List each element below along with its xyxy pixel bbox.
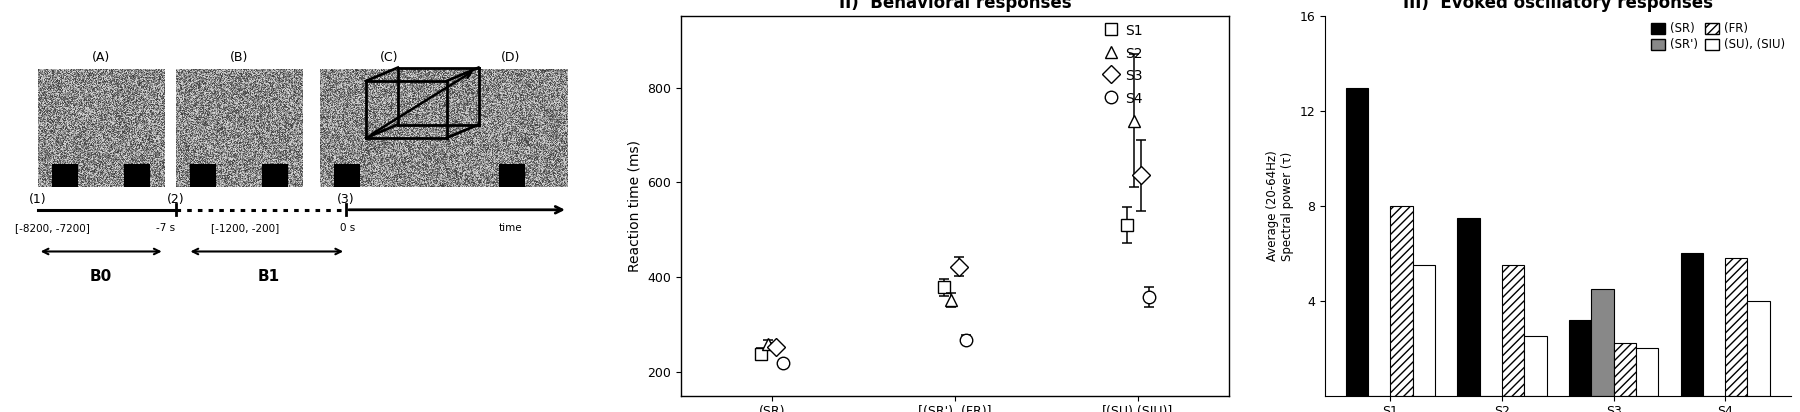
Legend: S1, S2, S3, S4: S1, S2, S3, S4 bbox=[1105, 23, 1143, 105]
Bar bbox=[1413, 265, 1435, 396]
Bar bbox=[263, 164, 288, 187]
Bar bbox=[1748, 301, 1769, 396]
Title: III)  Evoked oscillatory responses: III) Evoked oscillatory responses bbox=[1402, 0, 1714, 12]
Text: time: time bbox=[499, 223, 522, 233]
Text: (3): (3) bbox=[337, 193, 355, 206]
Bar bbox=[1724, 258, 1748, 396]
Bar bbox=[1346, 88, 1368, 396]
Y-axis label: Reaction time (ms): Reaction time (ms) bbox=[626, 140, 641, 272]
Text: (D): (D) bbox=[500, 51, 520, 64]
Text: B0: B0 bbox=[90, 269, 112, 283]
Bar bbox=[1458, 218, 1480, 396]
Bar bbox=[124, 164, 149, 187]
Bar bbox=[1591, 289, 1613, 396]
Bar bbox=[1681, 253, 1703, 396]
Legend: (SR), (SR'), (FR), (SU), (SIU): (SR), (SR'), (FR), (SU), (SIU) bbox=[1651, 22, 1786, 52]
Title: II)  Behavioral responses: II) Behavioral responses bbox=[839, 0, 1071, 12]
Text: (2): (2) bbox=[167, 193, 185, 206]
Bar bbox=[1390, 206, 1413, 396]
Text: 0 s: 0 s bbox=[340, 223, 355, 233]
Bar bbox=[1613, 344, 1636, 396]
Text: [-8200, -7200]: [-8200, -7200] bbox=[14, 223, 90, 233]
Text: [-1200, -200]: [-1200, -200] bbox=[211, 223, 279, 233]
Text: -7 s: -7 s bbox=[157, 223, 175, 233]
Bar bbox=[191, 164, 216, 187]
Text: (A): (A) bbox=[92, 51, 110, 64]
Text: (C): (C) bbox=[380, 51, 398, 64]
Text: B1: B1 bbox=[257, 269, 279, 283]
Bar bbox=[1501, 265, 1525, 396]
Bar bbox=[52, 164, 77, 187]
Bar bbox=[1525, 336, 1546, 396]
Bar bbox=[335, 164, 360, 187]
Bar bbox=[1570, 320, 1591, 396]
Y-axis label: Average (20-64Hz)
Spectral power (τ): Average (20-64Hz) Spectral power (τ) bbox=[1265, 151, 1294, 261]
Bar bbox=[499, 164, 524, 187]
Text: (1): (1) bbox=[29, 193, 47, 206]
Bar bbox=[1636, 348, 1658, 396]
Text: (B): (B) bbox=[230, 51, 248, 64]
